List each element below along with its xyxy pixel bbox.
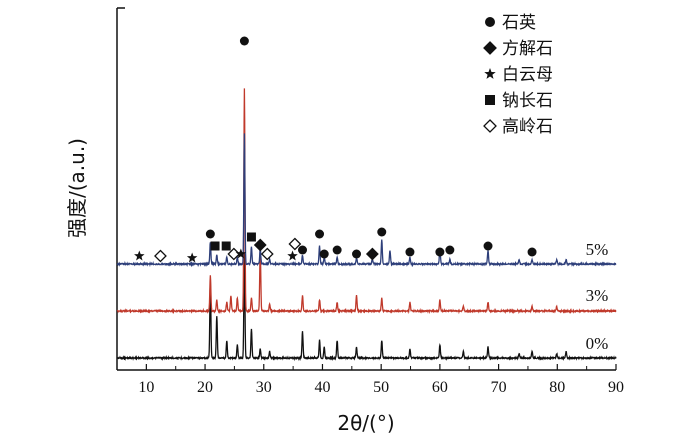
trace-0pct — [116, 253, 617, 362]
legend-marker-circle — [485, 17, 495, 27]
legend-label: 白云母 — [502, 65, 553, 85]
phase-marker-diamond — [365, 247, 379, 261]
series-label-0pct: 0% — [586, 334, 609, 353]
phase-marker-circle — [483, 241, 493, 251]
phase-marker-diamond-open — [227, 247, 241, 261]
phase-marker-square — [210, 241, 220, 251]
phase-marker-star — [134, 250, 145, 261]
legend-marker-diamond — [483, 41, 497, 55]
x-tick-label: 30 — [256, 379, 272, 396]
x-tick-label: 60 — [432, 379, 448, 396]
x-tick-label: 20 — [197, 379, 213, 396]
legend-marker-star — [484, 68, 496, 79]
legend-marker-diamond-open — [483, 119, 497, 133]
phase-marker-square — [246, 232, 256, 242]
phase-marker-circle — [435, 247, 445, 257]
phase-marker-circle — [332, 245, 342, 255]
phase-marker-square — [221, 241, 231, 251]
legend-label: 石英 — [502, 13, 536, 33]
phase-marker-circle — [445, 245, 455, 255]
legend-label: 高岭石 — [502, 117, 553, 137]
phase-marker-diamond — [253, 238, 267, 252]
phase-marker-circle — [405, 247, 415, 257]
y-axis-title: 强度/(a.u.) — [65, 138, 89, 238]
phase-marker-circle — [352, 249, 362, 259]
phase-marker-circle — [205, 229, 215, 239]
x-tick-label: 40 — [314, 379, 330, 396]
phase-marker-circle — [377, 227, 387, 237]
x-tick-label: 80 — [549, 379, 565, 396]
x-tick-label: 90 — [608, 379, 624, 396]
legend-label: 方解石 — [502, 39, 553, 59]
trace-3pct — [116, 88, 617, 315]
x-tick-label: 70 — [491, 379, 507, 396]
series-labels: 0% 3% 5% — [586, 240, 609, 353]
phase-marker-diamond-open — [288, 237, 302, 251]
trace-5pct — [116, 133, 617, 268]
phase-marker-star — [235, 248, 247, 259]
phase-marker-circle — [527, 247, 537, 257]
legend-label: 钠长石 — [502, 91, 553, 111]
x-axis-title: 2θ/(°) — [337, 411, 394, 435]
phase-marker-circle — [319, 249, 329, 259]
x-ticks: 10 20 30 40 50 60 70 80 90 — [138, 364, 624, 396]
phase-markers — [134, 36, 537, 263]
x-tick-label: 10 — [138, 379, 154, 396]
phase-marker-circle — [239, 36, 249, 46]
phase-marker-circle — [315, 229, 325, 239]
traces — [116, 88, 617, 362]
axes-frame — [116, 7, 616, 371]
series-label-3pct: 3% — [586, 286, 609, 305]
legend-marker-square — [485, 95, 495, 105]
phase-marker-circle — [298, 245, 308, 255]
phase-marker-diamond-open — [260, 247, 274, 261]
phase-marker-star — [287, 250, 298, 261]
phase-marker-star — [186, 252, 198, 263]
x-tick-label: 50 — [373, 379, 389, 396]
series-label-5pct: 5% — [586, 240, 609, 259]
phase-marker-diamond-open — [154, 249, 167, 263]
